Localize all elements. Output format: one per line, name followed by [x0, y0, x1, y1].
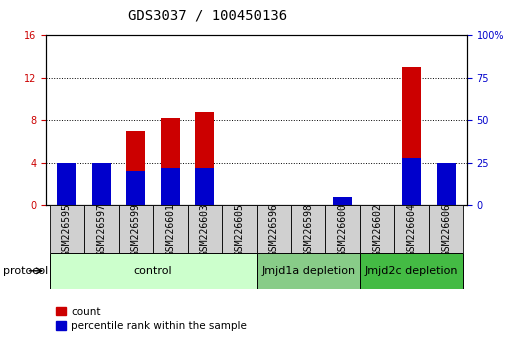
- Text: GSM226603: GSM226603: [200, 203, 210, 256]
- Bar: [57, 195, 76, 205]
- Bar: [50, 253, 256, 289]
- Text: GSM226605: GSM226605: [234, 203, 244, 256]
- Bar: [325, 205, 360, 253]
- Text: GSM226598: GSM226598: [303, 203, 313, 256]
- Bar: [256, 253, 360, 289]
- Bar: [333, 197, 352, 205]
- Text: GDS3037 / 100450136: GDS3037 / 100450136: [128, 9, 287, 23]
- Bar: [126, 171, 145, 205]
- Bar: [50, 205, 84, 253]
- Text: GSM226601: GSM226601: [165, 203, 175, 256]
- Text: GSM226596: GSM226596: [269, 203, 279, 256]
- Bar: [195, 168, 214, 205]
- Bar: [161, 168, 180, 205]
- Text: Jmjd2c depletion: Jmjd2c depletion: [365, 266, 459, 276]
- Text: GSM226595: GSM226595: [62, 203, 72, 256]
- Bar: [402, 158, 421, 205]
- Text: GSM226597: GSM226597: [96, 203, 106, 256]
- Legend: count, percentile rank within the sample: count, percentile rank within the sample: [51, 303, 251, 335]
- Bar: [256, 205, 291, 253]
- Bar: [429, 205, 463, 253]
- Text: GSM226599: GSM226599: [131, 203, 141, 256]
- Bar: [153, 205, 188, 253]
- Bar: [195, 112, 214, 205]
- Bar: [360, 253, 463, 289]
- Bar: [92, 171, 111, 205]
- Text: protocol: protocol: [3, 266, 48, 276]
- Text: GSM226606: GSM226606: [441, 203, 451, 256]
- Bar: [84, 205, 119, 253]
- Bar: [437, 171, 456, 205]
- Bar: [291, 205, 325, 253]
- Bar: [360, 205, 394, 253]
- Bar: [437, 163, 456, 205]
- Bar: [188, 205, 222, 253]
- Text: GSM226600: GSM226600: [338, 203, 348, 256]
- Text: control: control: [134, 266, 172, 276]
- Bar: [119, 205, 153, 253]
- Bar: [402, 67, 421, 205]
- Bar: [222, 205, 256, 253]
- Bar: [394, 205, 429, 253]
- Bar: [92, 163, 111, 205]
- Text: Jmjd1a depletion: Jmjd1a depletion: [261, 266, 356, 276]
- Bar: [126, 131, 145, 205]
- Text: GSM226602: GSM226602: [372, 203, 382, 256]
- Bar: [161, 118, 180, 205]
- Text: GSM226604: GSM226604: [407, 203, 417, 256]
- Bar: [57, 163, 76, 205]
